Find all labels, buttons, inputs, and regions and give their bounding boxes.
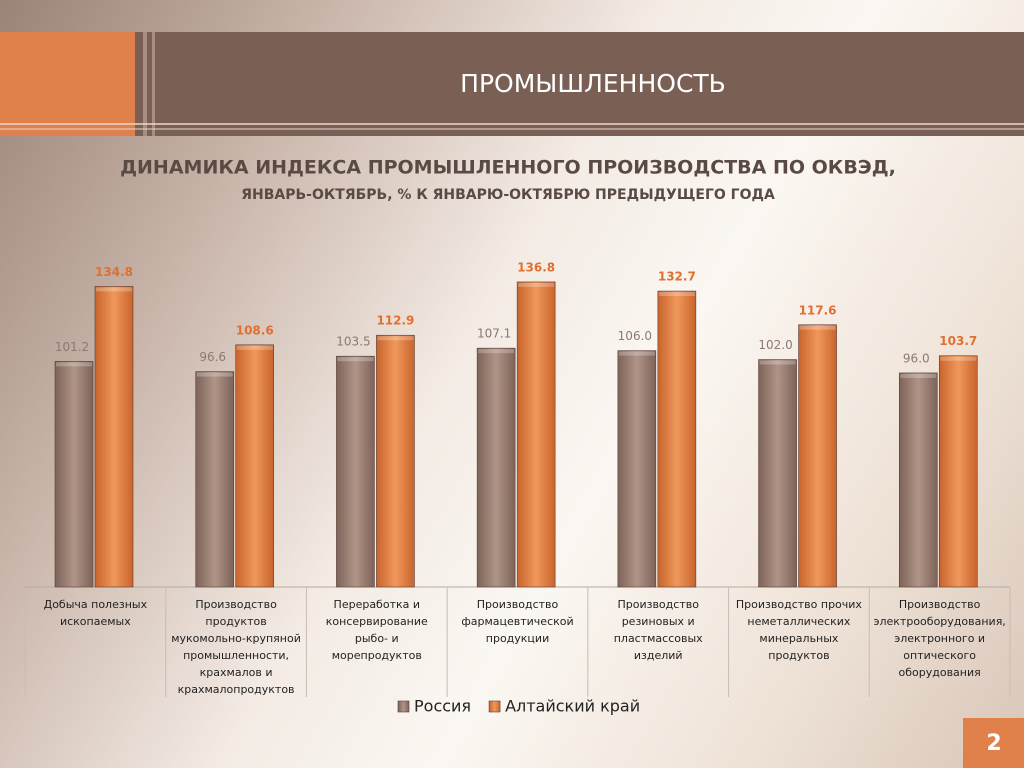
header-stripe bbox=[143, 32, 147, 136]
bar-cap bbox=[940, 356, 977, 361]
bar bbox=[758, 359, 797, 588]
slide-title: ПРОМЫШЛЕННОСТЬ bbox=[460, 69, 726, 98]
bar bbox=[195, 371, 235, 588]
x-tick-label: Производство фармацевтической продукции bbox=[461, 598, 574, 645]
page-number-box bbox=[963, 718, 1024, 768]
value-label: 112.9 bbox=[376, 314, 414, 328]
bar bbox=[54, 361, 94, 588]
chart-title: ДИНАМИКА ИНДЕКСА ПРОМЫШЛЕННОГО ПРОИЗВОДС… bbox=[120, 157, 896, 179]
value-label: 102.0 bbox=[758, 338, 792, 352]
bar-cap bbox=[759, 360, 796, 365]
legend-swatch bbox=[397, 700, 410, 713]
value-label: 117.6 bbox=[799, 303, 837, 317]
x-tick-label: Производство прочих неметаллических мине… bbox=[735, 598, 862, 662]
value-label: 101.2 bbox=[55, 340, 89, 354]
x-tick-label: Производство резиновых и пластмассовых и… bbox=[613, 598, 703, 662]
bar-cap bbox=[658, 292, 695, 297]
bar-cap bbox=[96, 287, 132, 292]
x-tick-label: Производство продуктов мукомольно-крупян… bbox=[171, 598, 301, 696]
bar bbox=[94, 286, 134, 588]
value-label: 107.1 bbox=[477, 327, 511, 341]
bar-cap bbox=[518, 282, 555, 287]
value-label: 132.7 bbox=[658, 270, 696, 284]
value-label: 106.0 bbox=[618, 329, 652, 343]
bar-cap bbox=[337, 357, 374, 362]
value-label: 103.5 bbox=[336, 335, 370, 349]
header-stripe bbox=[152, 32, 155, 136]
header-band bbox=[0, 32, 1024, 136]
page-number: 2 bbox=[986, 731, 1001, 756]
x-tick-label: Производство электрооборудования, электр… bbox=[873, 598, 1006, 679]
bar bbox=[336, 355, 375, 588]
legend-label: Россия bbox=[414, 697, 471, 716]
bar-cap bbox=[236, 345, 273, 350]
bar bbox=[798, 324, 837, 588]
x-tick-label: Переработка и консервирование рыбо- и мо… bbox=[325, 598, 428, 662]
value-label: 96.0 bbox=[903, 351, 930, 365]
bar bbox=[898, 372, 938, 588]
bar bbox=[516, 281, 556, 588]
x-tick-label: Добыча полезных ископаемых bbox=[43, 598, 148, 628]
bar-cap bbox=[196, 372, 233, 377]
chart-subtitle: ЯНВАРЬ-ОКТЯБРЬ, % К ЯНВАРЮ-ОКТЯБРЮ ПРЕДЫ… bbox=[241, 187, 775, 203]
value-label: 108.6 bbox=[236, 323, 274, 337]
bar-cap bbox=[799, 325, 836, 330]
bar bbox=[376, 334, 415, 588]
bar-cap bbox=[377, 336, 414, 341]
bar-cap bbox=[56, 362, 92, 367]
bar-cap bbox=[900, 373, 937, 378]
bar bbox=[235, 344, 275, 588]
bar bbox=[657, 290, 697, 588]
bar bbox=[476, 347, 516, 588]
bar bbox=[938, 355, 978, 588]
bar-cap bbox=[618, 351, 655, 356]
bar-cap bbox=[478, 349, 515, 354]
bar bbox=[617, 350, 657, 588]
value-label: 103.7 bbox=[939, 334, 977, 348]
value-label: 96.6 bbox=[199, 350, 226, 364]
value-label: 134.8 bbox=[95, 265, 133, 279]
legend-label: Алтайский край bbox=[505, 697, 640, 716]
legend-swatch bbox=[488, 700, 501, 713]
header-accent bbox=[0, 32, 135, 136]
value-label: 136.8 bbox=[517, 260, 555, 274]
